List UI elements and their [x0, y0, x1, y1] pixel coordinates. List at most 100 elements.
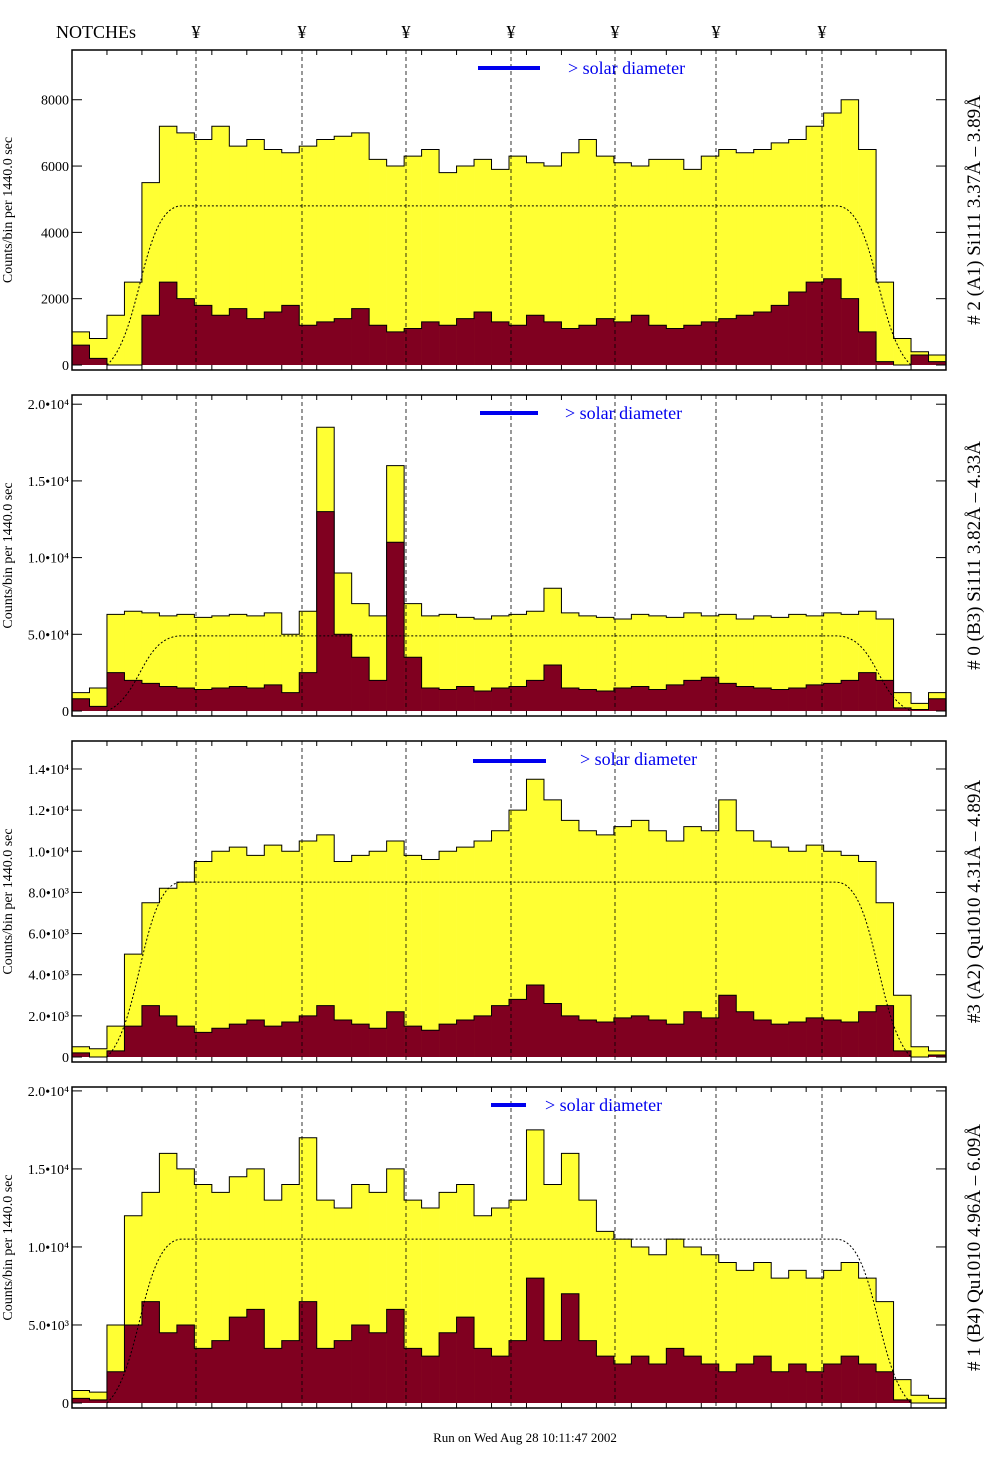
core-bar [281, 1340, 300, 1403]
total-bar [788, 614, 807, 711]
core-bar [631, 1356, 650, 1403]
total-bar [876, 282, 894, 365]
core-bar [281, 305, 300, 365]
notch-marker: ¥ [298, 22, 307, 42]
core-outline [71, 511, 947, 711]
total-bar [701, 156, 720, 365]
total-bar [613, 826, 632, 1057]
core-bar [89, 358, 108, 365]
total-bar [841, 855, 859, 1057]
total-bar [806, 845, 824, 1057]
total-bar [596, 156, 615, 365]
y-tick-label: 8000 [41, 94, 69, 109]
notch-marker: ¥ [818, 22, 827, 42]
core-bar [351, 1024, 370, 1057]
total-bar [578, 139, 597, 365]
core-bar [404, 657, 422, 711]
total-bar [211, 126, 230, 366]
core-bar [369, 680, 387, 711]
total-bar [509, 810, 527, 1057]
core-bar [561, 687, 580, 711]
total-outline [71, 1129, 947, 1403]
core-bar [334, 1019, 352, 1057]
core-bar [526, 984, 545, 1057]
core-bar [771, 305, 789, 365]
total-bar [369, 159, 387, 365]
total-bar [648, 159, 667, 365]
notches-label: NOTCHEs [56, 22, 136, 42]
total-bar [421, 615, 440, 711]
core-bar [141, 315, 160, 365]
core-bar [876, 1371, 894, 1403]
core-bar [596, 318, 615, 365]
core-bar [876, 680, 894, 711]
core-bar [788, 1022, 807, 1057]
total-bar [421, 1207, 440, 1403]
core-bar [229, 308, 248, 365]
total-bar [72, 1046, 90, 1057]
core-bar [474, 1348, 492, 1403]
core-bar [701, 1017, 720, 1057]
core-bar [474, 311, 492, 365]
core-bar [876, 1005, 894, 1057]
core-bar [299, 325, 318, 365]
total-bar [771, 617, 789, 711]
core-bar [491, 1356, 510, 1403]
notch-marker: ¥ [507, 22, 516, 42]
core-bar [316, 1005, 335, 1057]
total-bar [281, 634, 300, 711]
total-bar [753, 840, 772, 1057]
core-bar [404, 328, 422, 365]
core-bar [386, 1011, 405, 1057]
core-bar [788, 292, 807, 365]
core-bar [561, 1015, 580, 1057]
core-bar [841, 680, 859, 711]
plot-frame [71, 1086, 947, 1409]
total-bar [106, 1026, 125, 1057]
total-bar [666, 159, 685, 365]
y-axis-label: Counts/bin per 1440.0 sec [1, 828, 16, 974]
core-bar [526, 1278, 545, 1403]
y-tick-label: 2.0•10³ [28, 1010, 69, 1025]
total-bar [334, 136, 352, 365]
fit-curve [106, 205, 912, 366]
total-bar [613, 1239, 632, 1403]
core-bar [211, 315, 230, 365]
total-bar [596, 834, 615, 1057]
core-bar [386, 1309, 405, 1403]
panel-1: 0 2000 4000 6000 8000 Counts/bin per 1440.0 s… [1, 49, 985, 374]
core-bar [474, 691, 492, 711]
total-bar [404, 855, 422, 1057]
total-bar [823, 851, 842, 1057]
core-bar [683, 1356, 702, 1403]
core-bar [753, 687, 772, 711]
core-bar [806, 1371, 824, 1403]
core-bar [543, 321, 562, 365]
core-bar [176, 298, 195, 365]
panel-title: # 0 (B3) Si111 3.82Å – 4.33Å [964, 441, 985, 670]
core-outline [71, 1277, 946, 1404]
legend-label: > solar diameter [568, 58, 685, 78]
total-bar [771, 847, 789, 1057]
core-bar [351, 308, 370, 365]
core-bar [334, 318, 352, 365]
core-bar [736, 315, 755, 365]
core-bar [194, 305, 213, 365]
total-bar [439, 172, 457, 365]
core-bar [421, 687, 440, 711]
total-bar [211, 615, 230, 711]
legend-swatch [480, 411, 538, 415]
core-bar [474, 1015, 492, 1057]
total-bar [928, 1050, 947, 1057]
core-bar [509, 325, 527, 365]
core-bar [893, 1050, 912, 1057]
core-bar [736, 686, 755, 711]
core-bar [648, 1363, 667, 1403]
total-bar [421, 149, 440, 365]
total-bar [369, 851, 387, 1057]
total-bar [543, 166, 562, 365]
total-bar [911, 1046, 929, 1057]
total-bar [911, 703, 929, 711]
fit-curve [106, 881, 912, 1058]
core-bar [823, 1019, 842, 1057]
